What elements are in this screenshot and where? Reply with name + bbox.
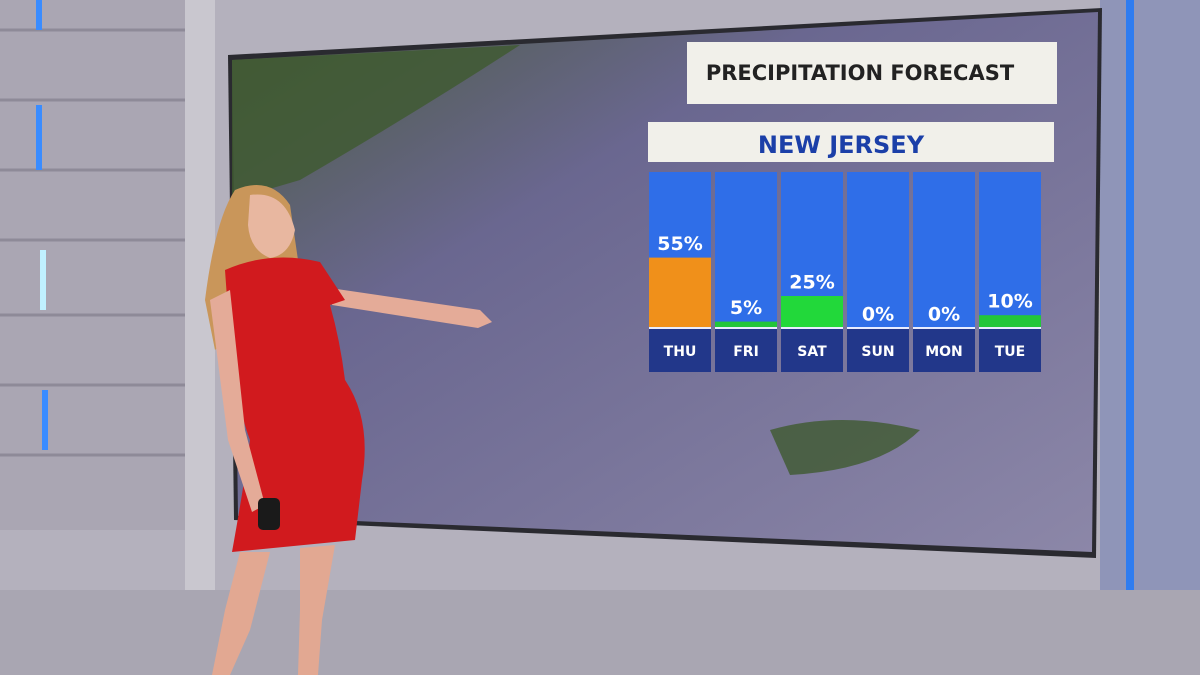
- category-label: FRI: [733, 344, 759, 360]
- wall-seams: [0, 28, 185, 457]
- subtitle-box: [648, 122, 1054, 162]
- value-label: 5%: [730, 297, 762, 319]
- floor: [0, 590, 1200, 675]
- category-label: SUN: [861, 344, 894, 360]
- value-label: 0%: [862, 304, 894, 326]
- column-footer: [979, 328, 1041, 372]
- category-label: SAT: [797, 344, 827, 360]
- column-footer: [913, 328, 975, 372]
- column-background: [715, 172, 777, 328]
- column-background: [913, 172, 975, 328]
- column-footer: [649, 328, 711, 372]
- value-label: 25%: [789, 272, 834, 294]
- bar: [781, 296, 843, 328]
- light-strip: [36, 105, 42, 170]
- title-box: [687, 42, 1057, 104]
- category-label: TUE: [995, 344, 1025, 360]
- light-strip: [36, 0, 42, 30]
- light-strip: [42, 390, 48, 450]
- light-strip: [1126, 0, 1134, 640]
- light-strip: [40, 250, 46, 310]
- column-footer: [781, 328, 843, 372]
- presenter: [205, 185, 492, 675]
- column-footer: [715, 328, 777, 372]
- category-label: THU: [664, 344, 697, 360]
- bar: [649, 257, 711, 328]
- column-background: [847, 172, 909, 328]
- column-footer: [847, 328, 909, 372]
- category-label: MON: [925, 344, 963, 360]
- background-foliage: [232, 45, 520, 200]
- bar-area: 55% THU 5% FRI 25% SAT 0% SUN 0% MON 10% TUE: [649, 172, 1041, 372]
- right-wall: [1100, 0, 1200, 675]
- chart-title: PRECIPITATION FORECAST: [706, 61, 1015, 85]
- column-background: [979, 172, 1041, 328]
- bar: [715, 321, 777, 328]
- chart-subtitle: NEW JERSEY: [758, 131, 925, 159]
- bar: [979, 315, 1041, 328]
- value-label: 55%: [657, 233, 702, 255]
- left-wall-panels: [0, 0, 185, 530]
- background-foliage: [770, 420, 920, 475]
- value-label: 10%: [987, 291, 1032, 313]
- value-label: 0%: [928, 304, 960, 326]
